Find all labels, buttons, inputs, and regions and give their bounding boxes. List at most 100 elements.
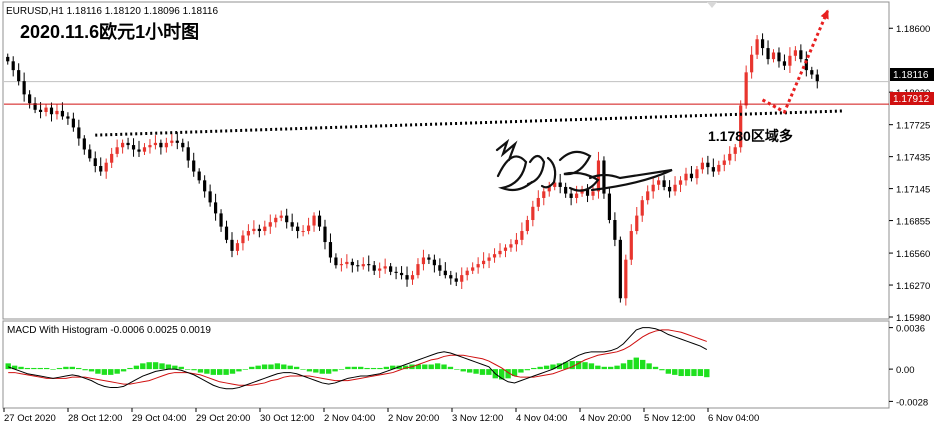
time-tick-label: 4 Nov 20:00: [580, 413, 631, 424]
bull-candle: [115, 147, 119, 154]
histogram-bar: [114, 369, 120, 374]
time-tick-label: 2 Nov 04:00: [324, 413, 375, 424]
bear-candle: [372, 265, 376, 271]
red-line-price-badge: 1.17912: [890, 92, 934, 105]
histogram-bar: [31, 367, 37, 370]
histogram-bar: [101, 369, 108, 375]
histogram-bar: [659, 369, 665, 371]
forecast-arrowhead: [820, 9, 829, 20]
histogram-bar: [588, 363, 595, 370]
histogram-bar: [691, 369, 697, 377]
histogram-bar: [300, 369, 306, 370]
histogram-bar: [56, 367, 63, 370]
bull-candle: [164, 142, 168, 148]
histogram-bar: [601, 366, 607, 370]
bear-candle: [399, 272, 404, 276]
bull-candle: [241, 235, 245, 244]
bear-candle: [760, 39, 765, 49]
bull-candle: [646, 191, 650, 201]
histogram-bar: [120, 369, 127, 372]
bull-candle: [339, 264, 343, 266]
candlestick-series: [6, 33, 819, 306]
bull-candle: [744, 72, 748, 106]
bull-candle: [104, 162, 108, 172]
bull-candle: [306, 225, 311, 232]
histogram-bar: [345, 366, 351, 370]
bear-candle: [181, 142, 185, 148]
histogram-bar: [454, 369, 460, 370]
price-tick-label: 1.17725: [896, 121, 930, 132]
level-annotation: 1.1780区域多: [708, 128, 793, 144]
bear-candle: [689, 173, 694, 179]
macd-label: MACD With Histogram -0.0006 0.0025 0.001…: [7, 325, 211, 336]
forecast-arrow-leg: [761, 98, 786, 114]
histogram-bar: [364, 367, 370, 370]
macd-axis: 0.0036 0.00 -0.0028: [889, 324, 928, 408]
bull-candle: [574, 193, 579, 198]
bull-candle: [547, 186, 551, 192]
time-tick-label: 2 Nov 20:00: [388, 413, 439, 424]
histogram-bar: [197, 369, 204, 373]
signature-watermark: [495, 138, 673, 192]
histogram-bar: [473, 369, 479, 374]
chart-title: 2020.11.6欧元1小时图: [20, 21, 199, 42]
histogram-bar: [402, 365, 409, 370]
bear-candle: [6, 56, 10, 62]
histogram-bar: [383, 366, 390, 370]
histogram-bar: [88, 369, 95, 372]
bear-candle: [192, 160, 196, 172]
histogram-bar: [76, 367, 82, 370]
histogram-bar: [5, 363, 11, 370]
bear-candle: [11, 61, 15, 71]
time-tick-label: 27 Oct 2020: [4, 413, 56, 424]
bear-candle: [777, 52, 781, 62]
histogram-bar: [479, 369, 486, 375]
histogram-bar: [646, 363, 652, 370]
bull-candle: [678, 180, 683, 185]
histogram-bar: [531, 367, 537, 370]
histogram-bar: [261, 364, 268, 370]
histogram-bar: [422, 364, 428, 370]
histogram-bar: [293, 366, 300, 370]
bear-candle: [296, 226, 300, 232]
histogram-bar: [223, 369, 229, 375]
bear-candle: [607, 193, 612, 221]
bear-candle: [28, 94, 32, 104]
histogram-bar: [204, 369, 210, 374]
histogram-bar: [569, 361, 575, 370]
bull-candle: [657, 180, 661, 185]
histogram-bar: [627, 359, 633, 370]
histogram-bar: [178, 366, 184, 370]
histogram-bar: [229, 369, 236, 374]
bull-candle: [142, 147, 147, 152]
bull-candle: [503, 247, 508, 251]
bull-candle: [684, 173, 688, 181]
bear-candle: [564, 186, 568, 194]
histogram-bar: [306, 369, 313, 372]
histogram-bar: [325, 369, 332, 374]
bear-candle: [230, 239, 234, 251]
bear-candle: [405, 275, 409, 280]
bull-candle: [525, 220, 529, 232]
bear-candle: [706, 162, 710, 168]
shift-marker-icon[interactable]: [707, 2, 717, 8]
bear-candle: [88, 149, 92, 159]
bull-candle: [361, 264, 365, 267]
histogram-bar: [511, 369, 518, 377]
histogram-bar: [607, 366, 614, 370]
bull-candle: [471, 267, 475, 271]
bear-candle: [350, 261, 354, 266]
histogram-bar: [466, 369, 473, 373]
bear-candle: [569, 193, 573, 198]
bear-candle: [66, 116, 70, 119]
bull-candle: [739, 105, 743, 148]
bear-candle: [804, 59, 808, 71]
bear-candle: [197, 171, 201, 181]
bear-candle: [175, 140, 179, 143]
histogram-bar: [255, 365, 261, 370]
price-tick-label: 1.18600: [896, 24, 930, 35]
bear-candle: [613, 220, 617, 240]
bear-candle: [60, 110, 65, 117]
histogram-bar: [505, 369, 511, 379]
